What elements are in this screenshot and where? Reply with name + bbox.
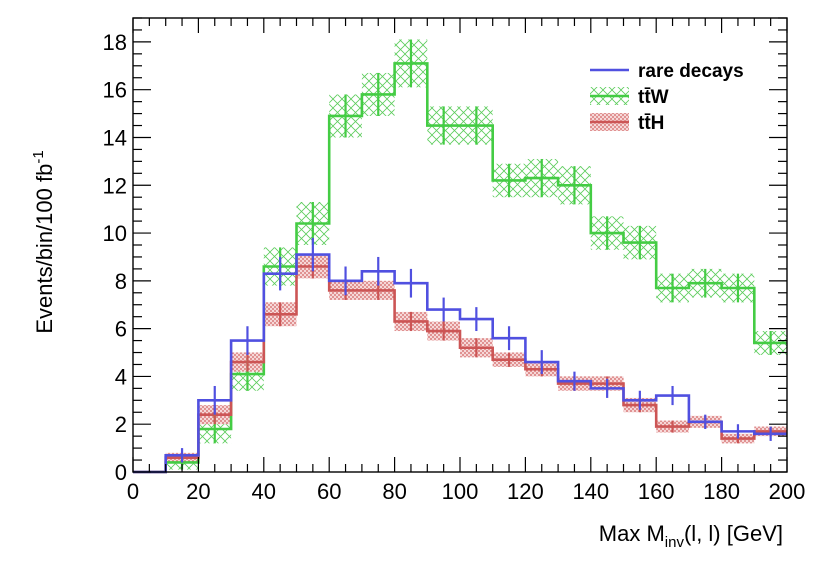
axis-ticks [132,17,788,473]
y-tick-label: 18 [103,30,127,55]
histogram-lines [133,62,787,474]
x-tick-label: 140 [572,479,609,504]
uncertainty-bands [165,39,787,470]
x-axis-title-subscript: inv [665,534,685,551]
y-tick-label: 16 [103,78,127,103]
x-tick-label: 160 [638,479,675,504]
y-tick-label: 14 [103,125,127,150]
x-tick-label: 120 [507,479,544,504]
error-bars [180,39,772,470]
legend-label-rare-decays: rare decays [638,61,744,82]
legend-entry-ttw: tt̄W [590,87,669,108]
y-tick-label: 2 [115,412,127,437]
y-tick-label: 8 [115,269,127,294]
x-tick-label: 40 [252,479,276,504]
y-tick-label: 0 [115,460,127,485]
histogram-line-tth [133,265,787,474]
y-axis-title-superscript: -1 [30,150,47,163]
legend-entry-tth: tt̄H [590,113,664,134]
legend: rare decays tt̄W tt̄H [590,61,744,134]
y-tick-label: 10 [103,221,127,246]
x-tick-label: 0 [127,479,139,504]
x-axis-title-main: Max M [599,521,665,546]
histogram-line-ttw [133,62,787,474]
x-axis-title-tail: (l, l) [GeV] [684,521,783,546]
y-tick-label: 6 [115,317,127,342]
y-axis-title-main: Events/bin/100 fb [32,164,57,334]
y-tick-label: 4 [115,364,127,389]
y-axis-title: Events/bin/100 fb-1 [30,150,57,333]
x-tick-label: 80 [382,479,406,504]
x-axis-title: Max Minv(l, l) [GeV] [599,521,783,551]
x-tick-label: 200 [769,479,806,504]
x-tick-label: 20 [186,479,210,504]
legend-entry-rare-decays: rare decays [590,61,744,82]
legend-label-ttw: tt̄W [638,87,669,108]
x-tick-label: 180 [703,479,740,504]
x-tick-label: 100 [442,479,479,504]
legend-label-tth: tt̄H [638,113,664,134]
y-tick-label: 12 [103,173,127,198]
x-tick-label: 60 [317,479,341,504]
tick-labels: 0 20 40 60 80 100 120 140 160 180 200 0 2 4 6 8 10 12 14 16… [103,30,806,504]
